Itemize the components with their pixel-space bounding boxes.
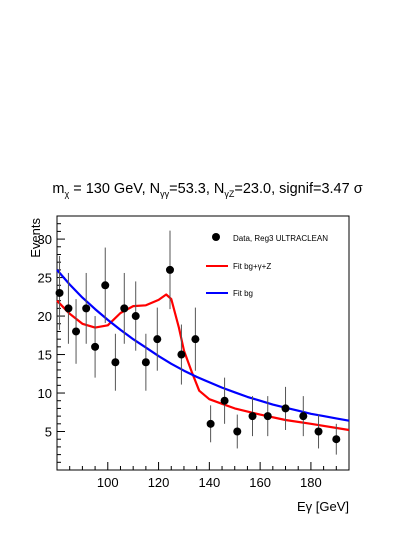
data-point xyxy=(72,327,81,336)
legend-marker-data xyxy=(212,233,220,241)
data-point xyxy=(206,419,215,428)
data-point xyxy=(55,288,64,297)
data-point xyxy=(120,304,129,313)
y-tick-label: 30 xyxy=(38,232,52,247)
data-point xyxy=(91,342,100,351)
x-tick-label: 180 xyxy=(300,475,322,490)
data-point xyxy=(64,304,73,313)
data-point xyxy=(191,335,200,344)
x-axis-title: Eγ [GeV] xyxy=(297,499,349,514)
data-point xyxy=(177,350,186,359)
y-tick-label: 5 xyxy=(45,425,52,440)
x-tick-label: 120 xyxy=(148,475,170,490)
data-point xyxy=(233,427,242,436)
legend-label-fit-bg: Fit bg xyxy=(233,289,253,298)
data-point xyxy=(101,281,110,290)
y-tick-label: 15 xyxy=(38,348,52,363)
data-point xyxy=(220,396,229,405)
chart-title: mχ = 130 GeV, Nγγ=53.3, NγZ=23.0, signif… xyxy=(52,181,363,199)
legend-label-fit-total: Fit bg+γ+Z xyxy=(233,262,271,271)
data-point xyxy=(299,412,308,421)
x-tick-label: 160 xyxy=(249,475,271,490)
fit-bg-line xyxy=(56,269,350,422)
data-point xyxy=(141,358,150,367)
data-point xyxy=(263,412,272,421)
data-point xyxy=(153,335,162,344)
y-tick-label: 20 xyxy=(38,309,52,324)
data-point xyxy=(131,312,140,321)
x-tick-label: 100 xyxy=(97,475,119,490)
data-point xyxy=(82,304,91,313)
x-tick-label: 140 xyxy=(198,475,220,490)
data-point xyxy=(248,412,257,421)
fit-total-line xyxy=(56,293,350,432)
plot-frame xyxy=(56,215,350,471)
data-point xyxy=(332,435,341,444)
y-tick-label: 25 xyxy=(38,271,52,286)
y-axis-title: Events xyxy=(28,218,43,258)
data-point xyxy=(314,427,323,436)
data-point xyxy=(165,265,174,274)
data-point xyxy=(281,404,290,413)
legend-label-data: Data, Reg3 ULTRACLEAN xyxy=(233,234,328,243)
data-point xyxy=(111,358,120,367)
y-tick-label: 10 xyxy=(38,386,52,401)
